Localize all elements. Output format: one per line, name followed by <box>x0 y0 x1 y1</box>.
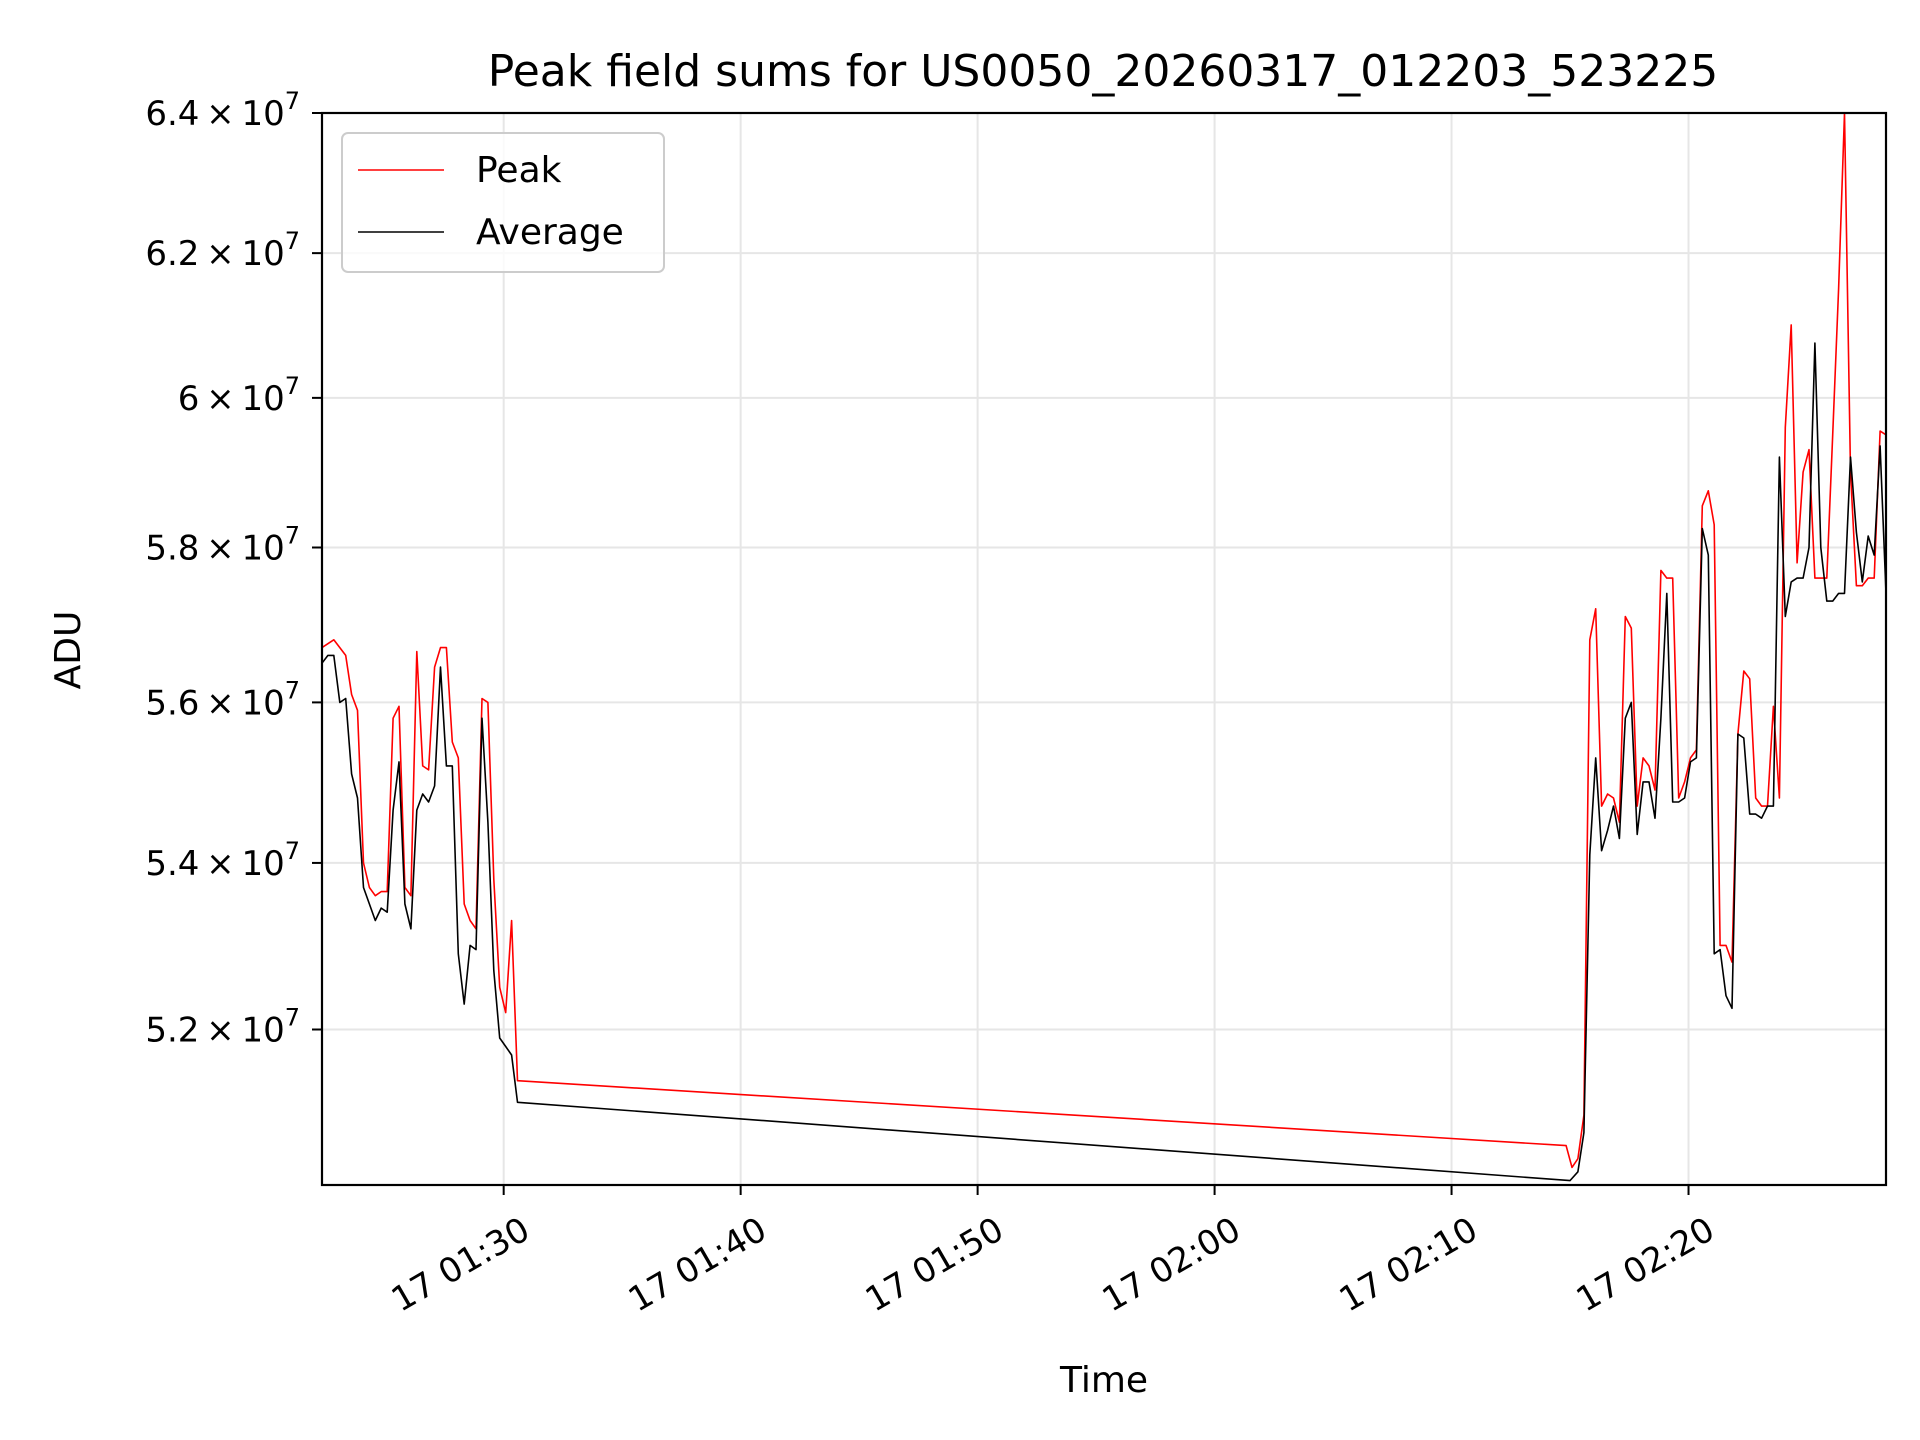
series-layer <box>322 112 1886 1182</box>
series-line-average <box>322 342 1886 1182</box>
legend-label-average: Average <box>476 212 624 253</box>
y-tick-label: 5.2 × 107 <box>145 1004 300 1051</box>
y-axis-title: ADU <box>48 611 89 690</box>
y-tick-label: 5.4 × 107 <box>145 837 300 884</box>
grid-layer <box>322 112 1886 1185</box>
y-tick-label: 5.6 × 107 <box>145 676 300 723</box>
y-tick-label: 5.8 × 107 <box>145 522 300 569</box>
chart-title: Peak field sums for US0050_20260317_0122… <box>488 46 1718 97</box>
legend-box <box>341 132 665 273</box>
plot-frame <box>320 111 1888 1187</box>
legend-label-peak: Peak <box>476 150 562 191</box>
y-tick-label: 6 × 107 <box>178 372 300 419</box>
x-axis-title: Time <box>1059 1360 1148 1401</box>
series-line-peak <box>322 112 1886 1169</box>
y-tick-label: 6.4 × 107 <box>145 87 300 134</box>
legend: Peak Average <box>341 132 665 273</box>
y-tick-label: 6.2 × 107 <box>145 227 300 274</box>
